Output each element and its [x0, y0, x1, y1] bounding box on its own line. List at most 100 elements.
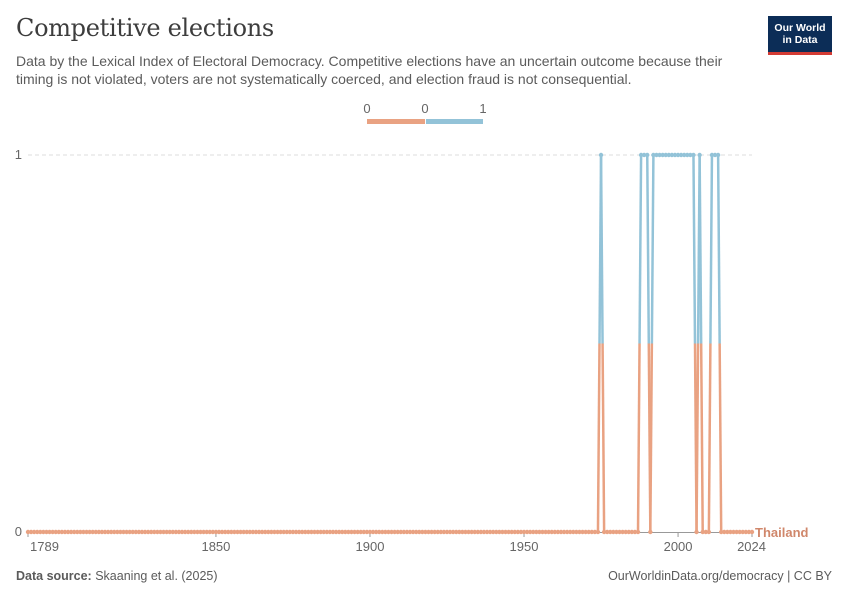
- data-point[interactable]: [527, 529, 533, 535]
- data-point[interactable]: [450, 529, 456, 535]
- data-point[interactable]: [318, 529, 323, 535]
- data-point[interactable]: [410, 529, 416, 535]
- data-point[interactable]: [444, 529, 450, 535]
- data-point[interactable]: [309, 529, 314, 535]
- data-point[interactable]: [712, 152, 718, 158]
- data-point[interactable]: [506, 529, 511, 535]
- data-point[interactable]: [537, 529, 542, 535]
- data-point[interactable]: [383, 529, 388, 535]
- data-point[interactable]: [324, 529, 330, 535]
- data-point[interactable]: [429, 529, 434, 535]
- data-point[interactable]: [281, 529, 286, 535]
- data-point[interactable]: [99, 529, 105, 535]
- data-point[interactable]: [392, 529, 397, 535]
- data-point[interactable]: [108, 529, 114, 535]
- data-point[interactable]: [423, 529, 428, 535]
- data-point[interactable]: [503, 529, 508, 535]
- data-point[interactable]: [438, 529, 444, 535]
- data-point[interactable]: [543, 529, 548, 535]
- data-point[interactable]: [669, 152, 675, 158]
- data-point[interactable]: [340, 529, 345, 535]
- data-point[interactable]: [105, 529, 111, 535]
- data-point[interactable]: [454, 529, 459, 535]
- data-point[interactable]: [349, 529, 354, 535]
- data-point[interactable]: [102, 529, 108, 535]
- data-point[interactable]: [635, 529, 641, 535]
- data-point[interactable]: [509, 529, 514, 535]
- data-point[interactable]: [47, 529, 52, 535]
- data-point[interactable]: [207, 529, 212, 535]
- data-point[interactable]: [50, 529, 55, 535]
- data-point[interactable]: [595, 529, 601, 535]
- data-point[interactable]: [531, 529, 536, 535]
- data-point[interactable]: [238, 529, 243, 535]
- data-point[interactable]: [413, 529, 419, 535]
- data-point[interactable]: [648, 529, 653, 535]
- data-point[interactable]: [598, 152, 604, 158]
- data-point[interactable]: [370, 529, 376, 535]
- data-point[interactable]: [124, 529, 129, 535]
- data-point[interactable]: [84, 529, 89, 535]
- data-point[interactable]: [56, 529, 62, 535]
- data-point[interactable]: [638, 152, 644, 158]
- data-point[interactable]: [315, 529, 320, 535]
- data-point[interactable]: [657, 152, 662, 158]
- data-point[interactable]: [75, 529, 80, 535]
- data-point[interactable]: [500, 529, 505, 535]
- data-point[interactable]: [189, 529, 194, 535]
- data-point[interactable]: [608, 529, 613, 535]
- data-point[interactable]: [186, 529, 191, 535]
- data-point[interactable]: [398, 529, 403, 535]
- data-point[interactable]: [136, 529, 142, 535]
- data-point[interactable]: [447, 529, 453, 535]
- data-point[interactable]: [93, 529, 98, 535]
- data-point[interactable]: [555, 529, 561, 535]
- data-point[interactable]: [152, 529, 157, 535]
- data-point[interactable]: [201, 529, 206, 535]
- data-point[interactable]: [195, 529, 200, 535]
- owid-logo[interactable]: Our World in Data: [768, 16, 832, 55]
- data-point[interactable]: [568, 529, 573, 535]
- data-point[interactable]: [226, 529, 231, 535]
- data-point[interactable]: [222, 529, 228, 535]
- series-thailand[interactable]: [25, 152, 755, 535]
- data-point[interactable]: [53, 529, 58, 535]
- data-point[interactable]: [441, 529, 447, 535]
- data-point[interactable]: [213, 529, 219, 535]
- data-point[interactable]: [287, 529, 293, 535]
- data-point[interactable]: [35, 529, 40, 535]
- data-point[interactable]: [303, 529, 308, 535]
- data-point[interactable]: [697, 152, 702, 158]
- data-point[interactable]: [463, 529, 468, 535]
- data-point[interactable]: [266, 529, 271, 535]
- data-point[interactable]: [620, 529, 625, 535]
- data-point[interactable]: [343, 529, 348, 535]
- data-point[interactable]: [158, 529, 163, 535]
- data-point[interactable]: [574, 529, 579, 535]
- data-point[interactable]: [259, 529, 265, 535]
- data-point[interactable]: [87, 529, 92, 535]
- data-point[interactable]: [290, 529, 296, 535]
- data-point[interactable]: [601, 529, 607, 535]
- data-point[interactable]: [583, 529, 588, 535]
- data-point[interactable]: [435, 529, 440, 535]
- data-point[interactable]: [312, 529, 317, 535]
- footer-url[interactable]: OurWorldinData.org/democracy | CC BY: [608, 569, 832, 583]
- data-point[interactable]: [645, 152, 650, 158]
- data-point[interactable]: [426, 529, 431, 535]
- data-point[interactable]: [161, 529, 166, 535]
- data-point[interactable]: [142, 529, 148, 535]
- data-point[interactable]: [278, 529, 283, 535]
- data-point[interactable]: [336, 529, 342, 535]
- data-point[interactable]: [192, 529, 197, 535]
- data-point[interactable]: [691, 152, 696, 158]
- data-point[interactable]: [170, 529, 175, 535]
- data-point[interactable]: [491, 529, 496, 535]
- data-point[interactable]: [432, 529, 437, 535]
- data-point[interactable]: [284, 529, 289, 535]
- data-point[interactable]: [632, 529, 638, 535]
- legend-bin-0[interactable]: [367, 119, 425, 124]
- data-point[interactable]: [663, 152, 668, 158]
- data-point[interactable]: [580, 529, 585, 535]
- data-point[interactable]: [552, 529, 558, 535]
